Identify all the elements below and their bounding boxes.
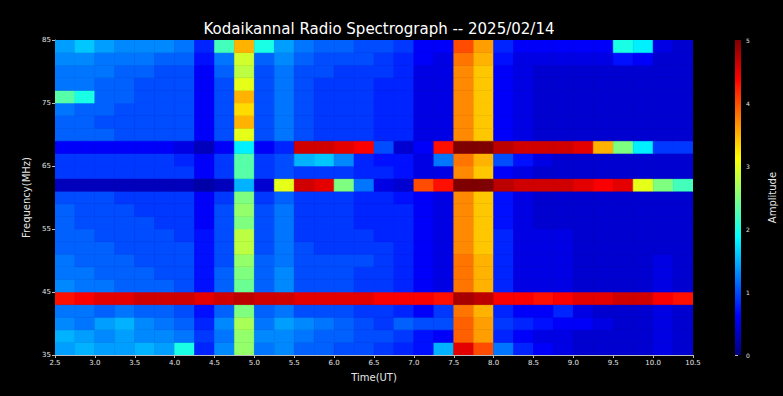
svg-text:6.0: 6.0 bbox=[329, 359, 340, 367]
svg-text:5.5: 5.5 bbox=[289, 359, 300, 367]
svg-text:75: 75 bbox=[42, 99, 51, 107]
svg-text:6.5: 6.5 bbox=[368, 359, 379, 367]
svg-text:4.0: 4.0 bbox=[169, 359, 180, 367]
svg-text:3: 3 bbox=[746, 163, 750, 170]
svg-text:0: 0 bbox=[746, 352, 750, 359]
svg-text:10.0: 10.0 bbox=[645, 359, 661, 367]
svg-text:9.5: 9.5 bbox=[608, 359, 619, 367]
svg-text:5: 5 bbox=[746, 37, 750, 44]
svg-text:9.0: 9.0 bbox=[568, 359, 579, 367]
svg-text:1: 1 bbox=[746, 289, 750, 296]
svg-text:Frequency(MHz): Frequency(MHz) bbox=[21, 157, 32, 238]
svg-text:2.5: 2.5 bbox=[49, 359, 60, 367]
svg-text:5.0: 5.0 bbox=[249, 359, 260, 367]
svg-text:55: 55 bbox=[42, 225, 51, 233]
svg-text:65: 65 bbox=[42, 162, 51, 170]
svg-text:7.5: 7.5 bbox=[448, 359, 459, 367]
svg-text:45: 45 bbox=[42, 288, 51, 296]
svg-text:Kodaikannal Radio Spectrograph: Kodaikannal Radio Spectrograph -- 2025/0… bbox=[204, 20, 555, 38]
svg-text:35: 35 bbox=[42, 351, 51, 359]
svg-text:10.5: 10.5 bbox=[685, 359, 701, 367]
svg-text:8.5: 8.5 bbox=[528, 359, 539, 367]
svg-text:3.5: 3.5 bbox=[129, 359, 140, 367]
svg-text:2: 2 bbox=[746, 226, 750, 233]
svg-text:3.0: 3.0 bbox=[89, 359, 100, 367]
svg-text:8.0: 8.0 bbox=[488, 359, 499, 367]
svg-text:4: 4 bbox=[746, 100, 750, 107]
svg-text:Time(UT): Time(UT) bbox=[350, 372, 397, 383]
svg-text:Amplitude: Amplitude bbox=[767, 172, 778, 223]
svg-text:7.0: 7.0 bbox=[408, 359, 419, 367]
svg-text:85: 85 bbox=[42, 36, 51, 44]
svg-text:4.5: 4.5 bbox=[209, 359, 220, 367]
